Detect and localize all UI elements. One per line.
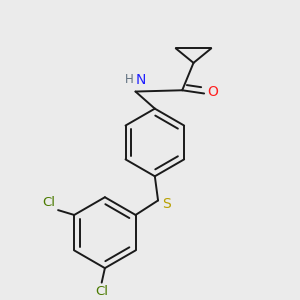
Text: H: H xyxy=(124,73,133,86)
Text: Cl: Cl xyxy=(95,285,108,298)
Text: O: O xyxy=(207,85,218,99)
Text: N: N xyxy=(136,74,146,87)
Text: Cl: Cl xyxy=(43,196,56,209)
Text: S: S xyxy=(163,197,171,211)
